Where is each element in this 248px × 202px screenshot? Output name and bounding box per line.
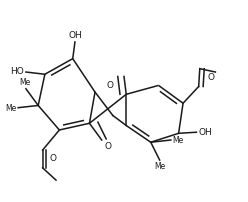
Text: Me: Me xyxy=(5,104,17,113)
Text: O: O xyxy=(207,73,214,82)
Text: O: O xyxy=(49,155,56,163)
Text: O: O xyxy=(106,81,113,90)
Text: HO: HO xyxy=(11,67,24,76)
Text: OH: OH xyxy=(68,31,82,40)
Text: Me: Me xyxy=(154,162,165,171)
Text: OH: OH xyxy=(198,128,212,137)
Text: O: O xyxy=(104,142,111,151)
Text: Me: Me xyxy=(172,136,184,144)
Text: Me: Me xyxy=(20,78,31,87)
